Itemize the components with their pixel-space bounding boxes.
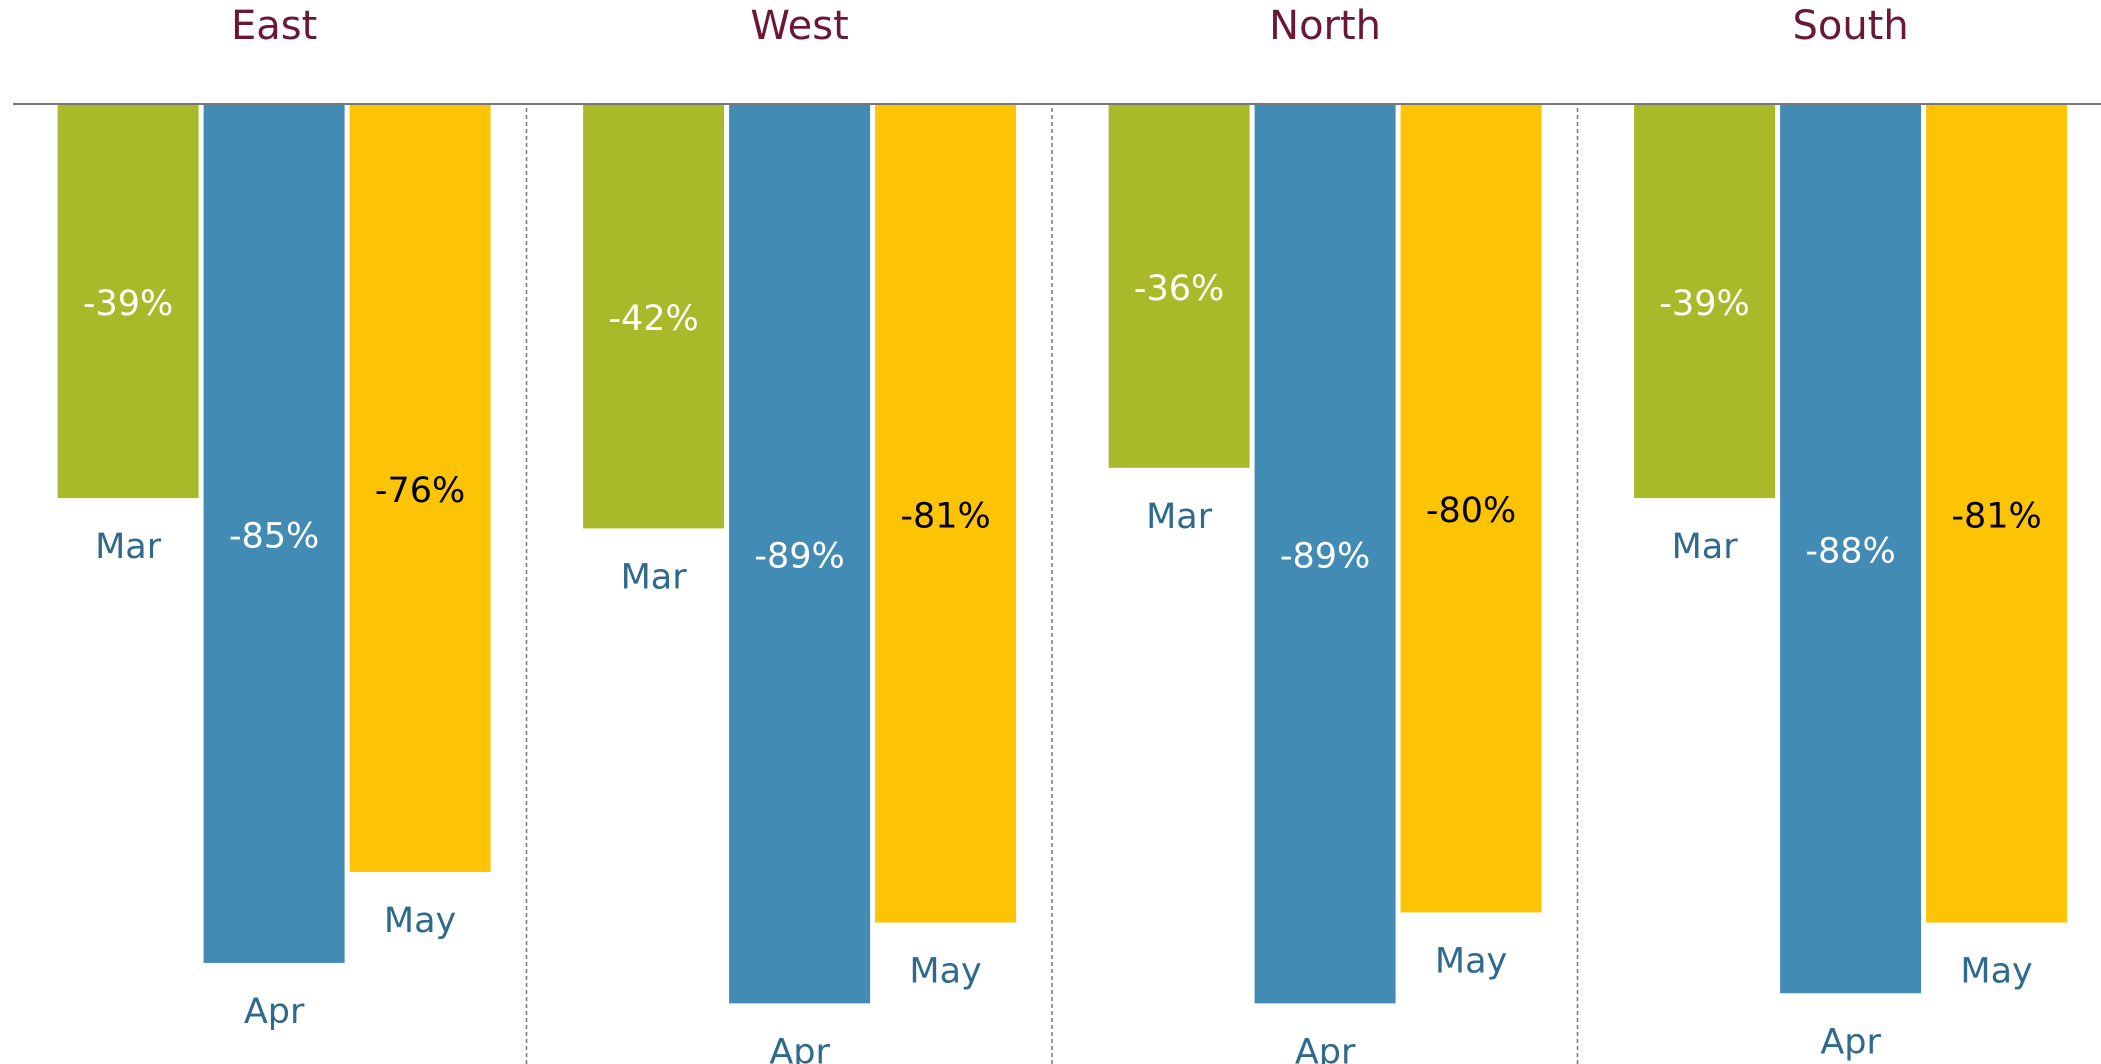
bar [1400, 104, 1542, 913]
data-label: -88% [1805, 532, 1895, 572]
region-title: East [231, 3, 317, 49]
region-title: South [1792, 3, 1908, 49]
bar [583, 104, 725, 529]
bar-month-label: Apr [244, 992, 305, 1032]
data-label: -89% [1280, 537, 1370, 577]
data-label: -39% [1659, 284, 1749, 324]
region-title: West [750, 3, 848, 49]
data-label: -81% [900, 496, 990, 536]
data-label: -39% [83, 284, 173, 324]
bar [203, 104, 345, 963]
data-label: -42% [608, 299, 698, 339]
data-label: -80% [1426, 491, 1516, 531]
bar [1634, 104, 1776, 499]
bar [875, 104, 1017, 923]
data-label: -89% [754, 537, 844, 577]
bar [1926, 104, 2068, 923]
region-title: North [1269, 3, 1381, 49]
bar-month-label: May [1960, 952, 2032, 992]
data-label: -36% [1134, 269, 1224, 309]
bar-month-label: Mar [1146, 497, 1213, 537]
bar-month-label: Apr [1820, 1022, 1881, 1062]
bar-month-label: May [1435, 941, 1507, 981]
bar-month-label: Mar [95, 527, 162, 567]
bar [729, 104, 871, 1004]
bar-month-label: Mar [621, 557, 688, 597]
bar [1780, 104, 1922, 994]
bar [57, 104, 199, 499]
bar [349, 104, 491, 872]
bar-month-label: May [384, 901, 456, 941]
bar-month-label: May [909, 952, 981, 992]
bar [1254, 104, 1396, 1004]
bar [1108, 104, 1250, 468]
bar-month-label: Mar [1672, 527, 1739, 567]
bar-month-label: Apr [769, 1032, 830, 1064]
data-label: -85% [229, 516, 319, 556]
bar-month-label: Apr [1295, 1032, 1356, 1064]
data-label: -81% [1951, 496, 2041, 536]
data-label: -76% [375, 471, 465, 511]
